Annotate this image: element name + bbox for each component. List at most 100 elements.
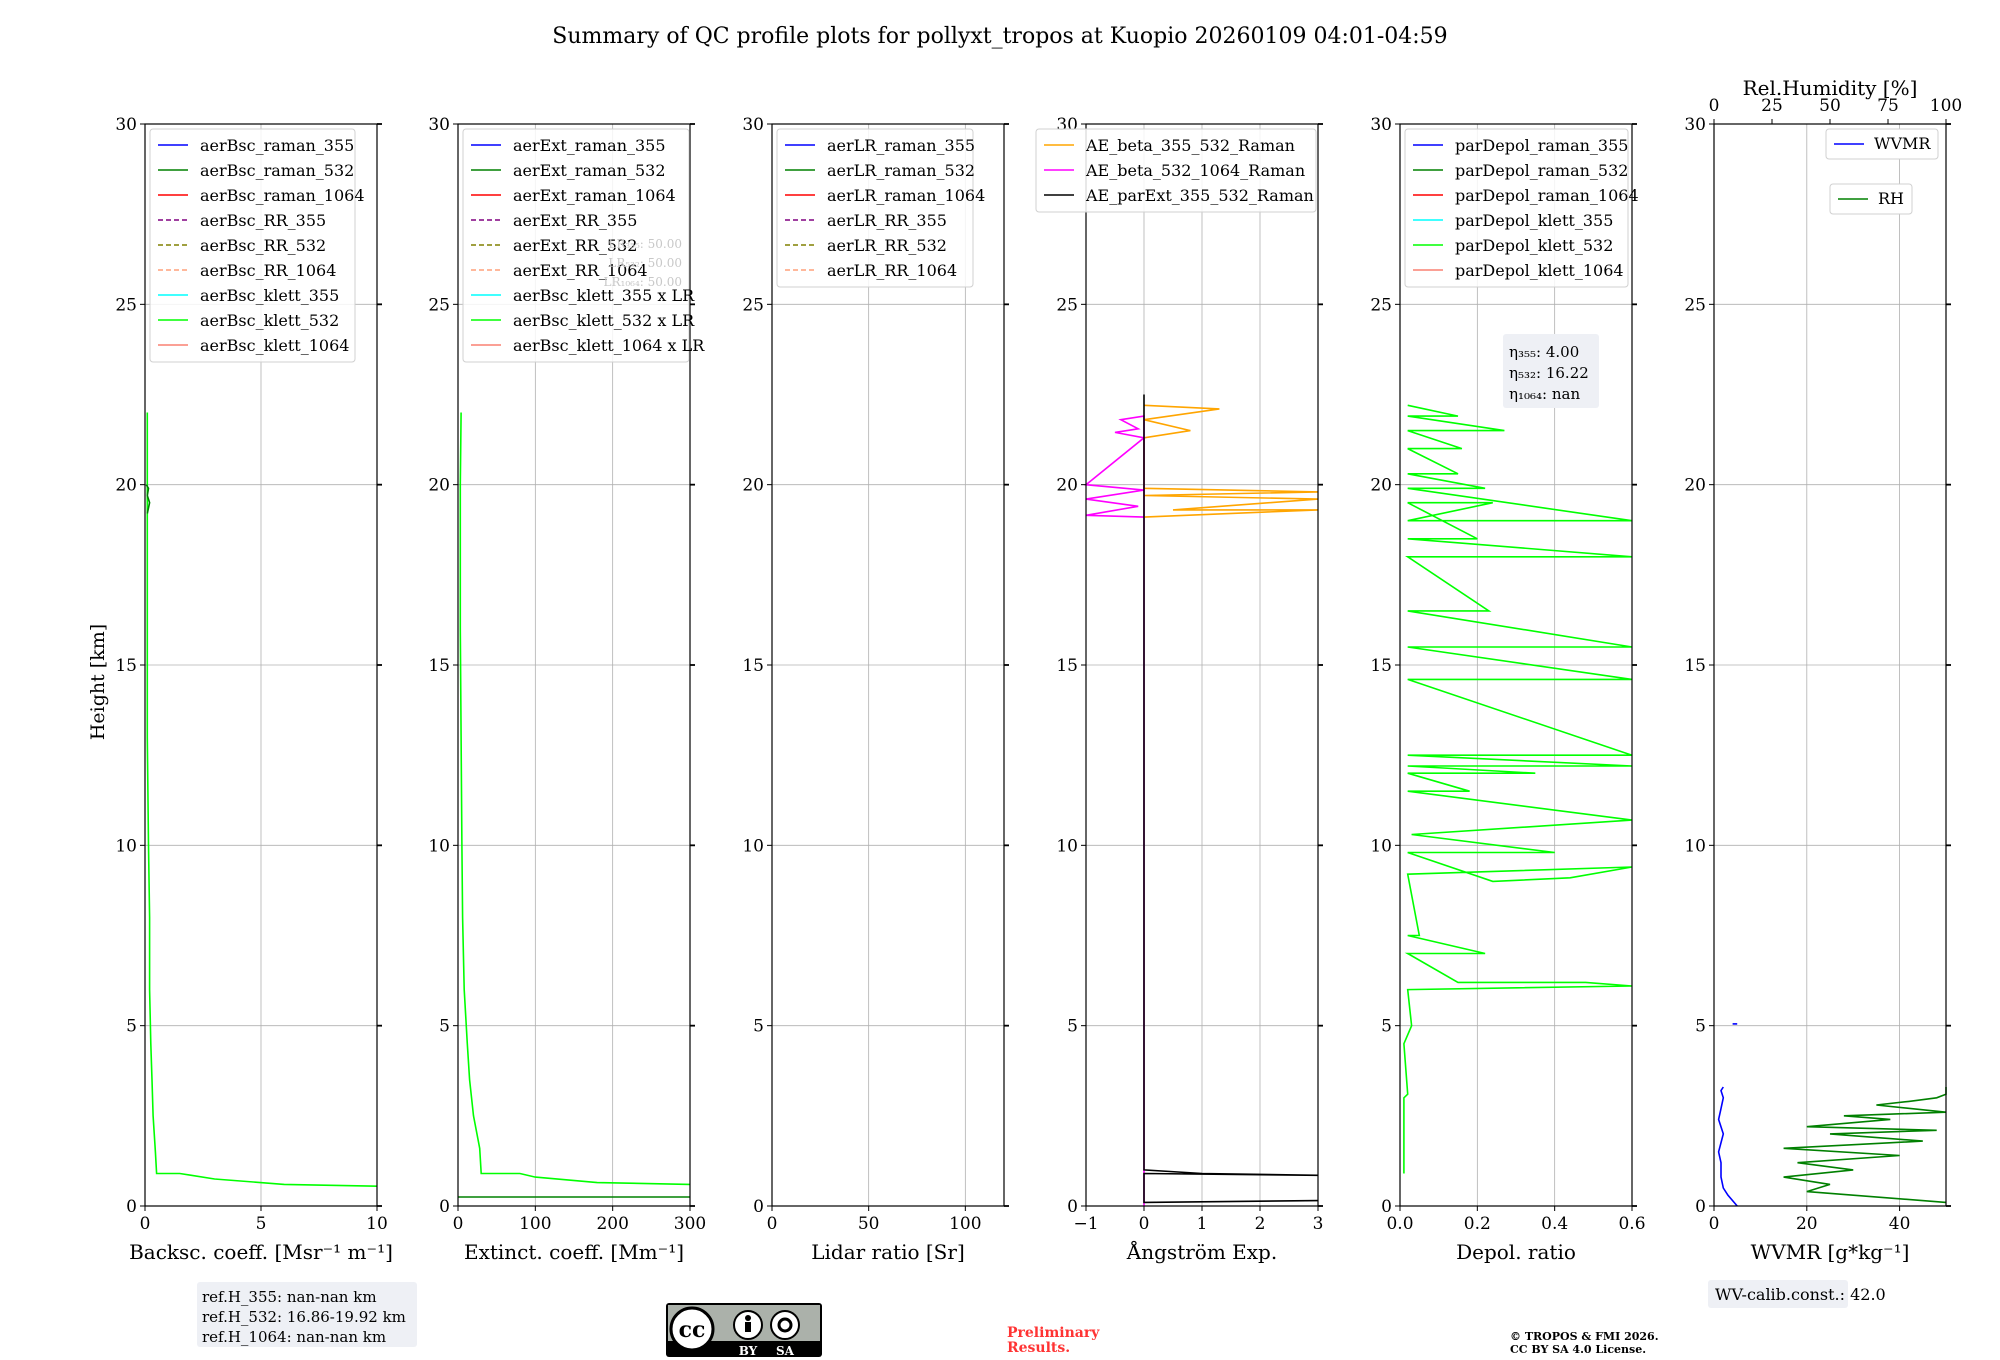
y-tick-label: 20	[1370, 476, 1392, 496]
legend-frame	[462, 128, 690, 363]
legend-frame	[149, 128, 356, 363]
series-WVMR	[1717, 1086, 1738, 1207]
legend-label: AE_beta_355_532_Raman	[1085, 136, 1295, 155]
legend-label: aerLR_raman_355	[827, 136, 975, 155]
y-tick-label: 10	[1684, 836, 1706, 856]
y-tick-label: 5	[1067, 1017, 1078, 1037]
svg-text:cc: cc	[679, 1317, 706, 1343]
legend-label: aerBsc_klett_1064	[200, 336, 349, 355]
legend: AE_beta_355_532_Raman AE_beta_532_1064_Ra…	[1035, 128, 1317, 213]
ref-height-1064: ref.H_1064: nan-nan km	[202, 1328, 386, 1346]
x-axis-label: Depol. ratio	[1456, 1240, 1576, 1264]
y-tick-label: 30	[1684, 115, 1706, 135]
x2-tick-label: 0	[1709, 96, 1720, 116]
x-tick-label: 3	[1313, 1214, 1324, 1234]
y-tick-label: 0	[439, 1197, 450, 1217]
y-tick-label: 15	[1684, 656, 1706, 676]
sa-share-icon	[770, 1310, 800, 1340]
legend-frame	[1035, 128, 1317, 213]
series-AE_beta_355_532_Raman	[1143, 404, 1319, 518]
x-axis-label: Ångström Exp.	[1126, 1239, 1277, 1264]
legend-label: parDepol_klett_355	[1455, 211, 1613, 230]
cc-icon	[669, 1306, 715, 1352]
x-tick-label: 200	[596, 1214, 628, 1234]
depol-eta-label: η₃₅₅: 4.00	[1509, 343, 1579, 361]
x-tick-label: 0.6	[1618, 1214, 1645, 1234]
legend: WVMR RH	[1825, 128, 1939, 215]
x-tick-label: 10	[366, 1214, 388, 1234]
y-tick-label: 15	[742, 656, 764, 676]
svg-text:BY: BY	[739, 1344, 758, 1358]
y-tick-label: 30	[115, 115, 137, 135]
panel-depolarization: 0 5 10 15 20 25 30 0.0 0.2 0.4 0.6 Depol. ratio parD…	[1370, 115, 1645, 1264]
legend-label: parDepol_klett_532	[1455, 236, 1613, 255]
copyright-line-2: CC BY SA 4.0 License.	[1510, 1343, 1646, 1356]
x-tick-label: 300	[674, 1214, 706, 1234]
series-AE_beta_532_1064_Raman	[1083, 415, 1146, 1206]
legend-label: aerLR_RR_532	[827, 236, 947, 255]
y-tick-label: 25	[115, 295, 137, 315]
depol-eta-box	[1503, 334, 1599, 408]
ref-height-355: ref.H_355: nan-nan km	[202, 1288, 377, 1306]
legend: aerExt_raman_355 aerExt_raman_532 aerExt_r…	[462, 128, 705, 363]
y-tick-label: 20	[1056, 476, 1078, 496]
legend-label: aerBsc_RR_1064	[200, 261, 336, 280]
legend-label: aerExt_RR_355	[513, 211, 637, 230]
y-tick-label: 20	[1684, 476, 1706, 496]
y-tick-label: 10	[115, 836, 137, 856]
legend-label: parDepol_raman_532	[1455, 161, 1628, 180]
y-tick-label: 25	[1056, 295, 1078, 315]
y-tick-label: 0	[753, 1197, 764, 1217]
x-tick-label: 100	[519, 1214, 551, 1234]
y-tick-label: 5	[126, 1017, 137, 1037]
y-tick-label: 20	[428, 476, 450, 496]
x-axis-label: Extinct. coeff. [Mm⁻¹]	[464, 1240, 684, 1264]
y-tick-label: 10	[1056, 836, 1078, 856]
x-tick-label: 0.0	[1386, 1214, 1413, 1234]
lidar-ratio-annotation: LR₃₅₅: 50.00	[608, 237, 682, 251]
x-tick-label: 20	[1796, 1214, 1818, 1234]
legend-frame	[776, 128, 974, 288]
figure-title: Summary of QC profile plots for pollyxt_…	[552, 24, 1447, 49]
x-tick-label: 100	[949, 1214, 981, 1234]
y-tick-label: 15	[428, 656, 450, 676]
legend-label: parDepol_raman_1064	[1455, 186, 1639, 205]
legend-label: aerBsc_klett_1064 x LR	[513, 336, 705, 355]
x-tick-label: 0	[1709, 1214, 1720, 1234]
y-tick-label: 25	[1370, 295, 1392, 315]
series-aerBsc_raman_532	[145, 484, 151, 514]
y-tick-label: 15	[1056, 656, 1078, 676]
y-tick-label: 5	[753, 1017, 764, 1037]
wv-calib-box	[1708, 1280, 1848, 1308]
x-tick-label: 0.4	[1541, 1214, 1568, 1234]
y-tick-label: 10	[742, 836, 764, 856]
x-tick-label: 40	[1889, 1214, 1911, 1234]
legend-label: aerBsc_RR_355	[200, 211, 326, 230]
legend-label: AE_parExt_355_532_Raman	[1085, 186, 1314, 205]
legend-label: aerBsc_raman_1064	[200, 186, 365, 205]
legend-label: aerLR_RR_1064	[827, 261, 957, 280]
legend-label: aerBsc_raman_355	[200, 136, 354, 155]
y-tick-label: 30	[1370, 115, 1392, 135]
x-axis-label: Lidar ratio [Sr]	[811, 1240, 965, 1264]
legend-label: aerExt_raman_355	[513, 136, 666, 155]
y-tick-label: 25	[742, 295, 764, 315]
legend-label: parDepol_klett_1064	[1455, 261, 1624, 280]
legend-label: WVMR	[1874, 134, 1931, 153]
x-tick-label: 2	[1255, 1214, 1266, 1234]
y-tick-label: 0	[1695, 1197, 1706, 1217]
x-tick-label: 0.2	[1464, 1214, 1491, 1234]
y-tick-label: 5	[439, 1017, 450, 1037]
legend-frame	[1404, 128, 1629, 288]
x-tick-label: 0	[453, 1214, 464, 1234]
legend-label: RH	[1878, 189, 1904, 208]
legend-label: aerBsc_klett_355	[200, 286, 339, 305]
legend-label: aerLR_raman_1064	[827, 186, 985, 205]
x2-tick-label: 50	[1819, 96, 1841, 116]
legend: aerBsc_raman_355 aerBsc_raman_532 aerBsc_r…	[149, 128, 365, 363]
copyright-line-1: © TROPOS & FMI 2026.	[1510, 1330, 1659, 1343]
legend-label: aerLR_raman_532	[827, 161, 975, 180]
x-axis-label: WVMR [g*kg⁻¹]	[1751, 1240, 1910, 1264]
